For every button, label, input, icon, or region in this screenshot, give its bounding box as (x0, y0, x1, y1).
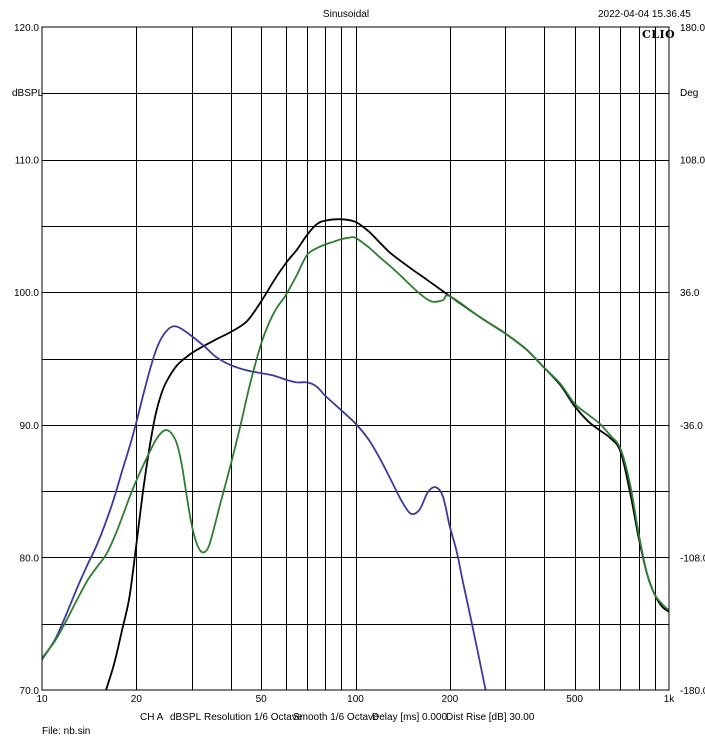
plot-frame (41, 26, 670, 691)
footer-channel: CH A (140, 712, 164, 723)
y-tick-label-right: 108.0 (680, 156, 705, 167)
x-tick-label: 50 (256, 694, 268, 705)
y-tick-label-left: 110.0 (15, 156, 40, 167)
y-tick-label-right: -108.0 (680, 553, 705, 564)
clio-logo: CLIO (642, 28, 676, 41)
series-green-line (42, 236, 669, 659)
y-tick-label-left: 120.0 (14, 23, 39, 34)
ylabel-right: Deg (680, 88, 699, 99)
chart-tick-labels: 10 20 50 100 200 500 1k 120.0 110.0 100.0 90.0 80.0… (14, 23, 705, 705)
y-tick-label-left: 80.0 (20, 553, 40, 564)
chart-grid (42, 27, 669, 690)
x-tick-label: 200 (442, 694, 459, 705)
y-tick-label-right: -180.0 (680, 686, 705, 697)
x-tick-label: 10 (36, 694, 48, 705)
x-tick-label: 20 (131, 694, 143, 705)
chart-curves (42, 218, 669, 690)
series-black-line (105, 218, 669, 690)
ylabel-left: dBSPL (12, 88, 44, 99)
y-tick-label-left: 70.0 (20, 686, 40, 697)
footer-delay: Delay [ms] 0.000 (372, 712, 448, 723)
chart-title: Sinusoidal (322, 9, 370, 20)
footer-resolution: Resolution 1/6 Octave (204, 712, 303, 723)
series-blue-line (42, 325, 487, 690)
footer-file: File: nb.sin (42, 726, 91, 737)
y-tick-label-left: 100.0 (14, 288, 39, 299)
y-tick-label-left: 90.0 (20, 421, 40, 432)
x-tick-label: 100 (347, 694, 364, 705)
x-tick-label: 500 (566, 694, 583, 705)
timestamp: 2022-04-04 15.36.45 (598, 9, 691, 20)
footer-dist-rise: Dist Rise [dB] 30.00 (446, 712, 535, 723)
footer-smooth: Smooth 1/6 Octave (293, 712, 379, 723)
y-tick-label-right: -36.0 (680, 421, 703, 432)
y-tick-label-right: 36.0 (680, 288, 700, 299)
footer-unit: dBSPL (170, 712, 202, 723)
y-tick-label-right: 180.0 (680, 23, 705, 34)
x-tick-label: 1k (664, 694, 676, 705)
